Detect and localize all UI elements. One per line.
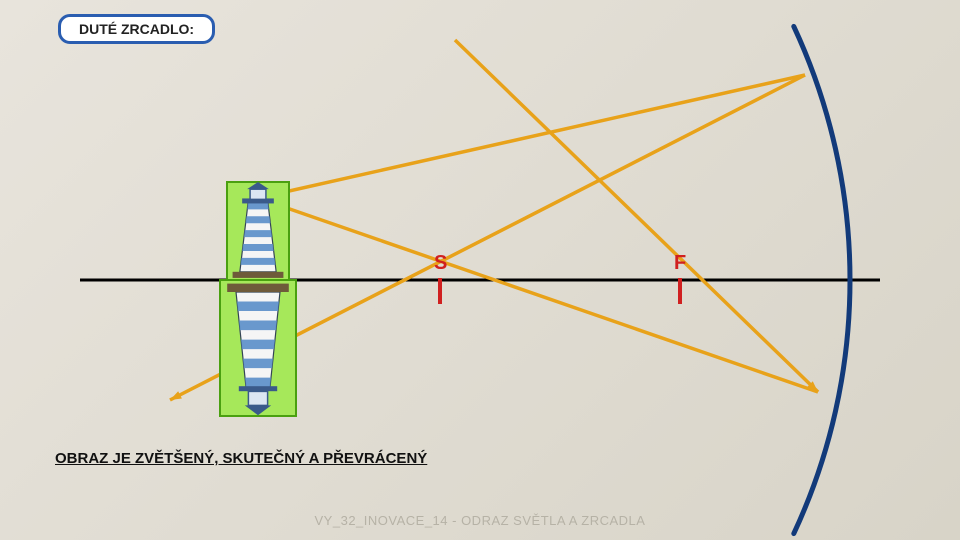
object-lighthouse — [225, 180, 291, 282]
label-s: S — [434, 252, 447, 275]
caption: OBRAZ JE ZVĚTŠENÝ, SKUTEČNÝ A PŘEVRÁCENÝ — [55, 450, 427, 467]
label-f: F — [674, 252, 686, 275]
footer: VY_32_INOVACE_14 - ODRAZ SVĚTLA A ZRCADL… — [0, 513, 960, 528]
image-lighthouse — [218, 278, 298, 418]
